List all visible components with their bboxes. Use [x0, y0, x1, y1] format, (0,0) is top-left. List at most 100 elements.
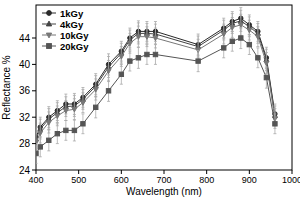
- marker: [230, 39, 234, 43]
- error-bar: [137, 47, 140, 68]
- marker: [72, 128, 76, 132]
- x-tick-label: 1000: [282, 175, 300, 185]
- error-bar: [239, 27, 242, 48]
- marker: [36, 151, 38, 155]
- x-tick: [121, 170, 122, 174]
- error-bar: [120, 47, 123, 67]
- x-tick-label: 600: [114, 175, 129, 185]
- y-tick-label: 36: [19, 85, 31, 96]
- marker: [264, 75, 268, 79]
- error-bar: [94, 97, 97, 118]
- x-axis-label: Wavelength (nm): [126, 186, 202, 197]
- y-tick: [32, 117, 36, 118]
- y-axis-label: Reflectance %: [1, 55, 12, 120]
- error-bar: [36, 144, 38, 164]
- legend-marker: [47, 44, 52, 49]
- x-tick: [206, 170, 207, 174]
- error-bar: [197, 51, 200, 72]
- error-bar: [47, 130, 50, 151]
- marker: [55, 114, 60, 118]
- y-tick-label: 28: [19, 138, 31, 149]
- error-bar: [273, 114, 276, 134]
- marker: [221, 32, 226, 36]
- x-tick-label: 400: [28, 175, 43, 185]
- marker: [136, 56, 140, 60]
- y-tick: [32, 38, 36, 39]
- x-tick: [249, 170, 250, 174]
- x-tick-label: 900: [242, 175, 257, 185]
- error-bar: [81, 114, 84, 134]
- error-bar: [107, 60, 110, 81]
- series-line: [36, 21, 275, 139]
- error-bar: [56, 124, 59, 144]
- legend-label: 10kGy: [60, 30, 89, 41]
- error-bar: [256, 27, 259, 47]
- legend-marker: [46, 33, 51, 38]
- marker: [38, 145, 42, 149]
- error-bar: [256, 48, 259, 68]
- marker: [153, 36, 158, 40]
- marker: [127, 42, 132, 46]
- marker: [238, 23, 243, 27]
- marker: [47, 138, 51, 142]
- marker: [239, 36, 243, 40]
- error-bar: [73, 99, 76, 120]
- plot-frame: [36, 5, 292, 170]
- x-tick: [36, 170, 37, 174]
- legend-marker: [46, 21, 51, 26]
- x-tick-label: 500: [71, 175, 86, 185]
- marker: [128, 59, 132, 63]
- marker: [230, 26, 235, 30]
- marker: [81, 101, 86, 105]
- error-bar: [73, 120, 76, 141]
- marker: [94, 105, 98, 109]
- marker: [264, 61, 269, 65]
- series-line: [36, 25, 275, 142]
- y-tick: [32, 90, 36, 91]
- marker: [247, 28, 252, 32]
- marker: [55, 132, 59, 136]
- error-bar: [145, 27, 148, 47]
- marker: [106, 69, 111, 73]
- series-line: [36, 18, 275, 137]
- legend: 1kGy4kGy10kGy20kGy: [42, 8, 89, 52]
- marker: [273, 122, 277, 126]
- legend-label: 20kGy: [60, 41, 89, 52]
- error-bar: [128, 33, 131, 53]
- marker: [81, 122, 85, 126]
- error-bar: [107, 80, 110, 101]
- x-tick: [292, 170, 293, 174]
- legend-label: 1kGy: [60, 8, 84, 19]
- legend-marker: [47, 11, 52, 16]
- y-tick-label: 24: [19, 165, 31, 176]
- error-bar: [64, 121, 67, 141]
- y-tick: [32, 143, 36, 144]
- error-bar: [56, 106, 59, 126]
- chart: 4005006007008009001000242832364044Wavele…: [0, 0, 300, 200]
- marker: [119, 72, 123, 76]
- marker: [119, 55, 124, 59]
- error-bar: [145, 45, 148, 65]
- error-bar: [81, 93, 84, 113]
- x-tick: [78, 170, 79, 174]
- marker: [46, 121, 51, 125]
- y-tick-label: 32: [19, 112, 31, 123]
- marker: [153, 52, 157, 56]
- error-bar: [231, 31, 234, 51]
- error-bar: [39, 137, 42, 157]
- marker: [247, 42, 251, 46]
- error-bar: [64, 101, 67, 121]
- series-line: [36, 38, 275, 154]
- marker: [106, 89, 110, 93]
- error-bar: [137, 26, 140, 47]
- marker: [64, 128, 68, 132]
- marker: [136, 35, 141, 39]
- marker: [145, 35, 150, 39]
- plot-data: [36, 8, 277, 164]
- y-tick-label: 44: [19, 33, 31, 44]
- error-bar: [128, 51, 131, 71]
- error-bar: [154, 45, 157, 65]
- x-tick-label: 800: [199, 175, 214, 185]
- marker: [256, 56, 260, 60]
- y-tick: [32, 64, 36, 65]
